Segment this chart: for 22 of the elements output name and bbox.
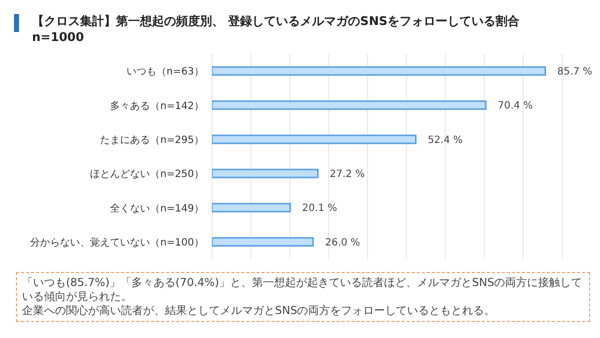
y-tick-label: たまにある（n=295） (100, 134, 204, 146)
y-tick-label: 分からない、覚えていない（n=100） (30, 236, 204, 248)
bar (212, 134, 417, 144)
bar (212, 168, 319, 178)
y-tick-label: いつも（n=63） (126, 66, 204, 78)
bar (212, 66, 546, 76)
data-label: 26.0 % (325, 237, 360, 248)
bar (212, 202, 291, 212)
data-label: 52.4 % (428, 134, 463, 146)
text: 企業への関心が高い読者が、結果としてメルマガとSNSの両方をフォローしているともとれる。 (22, 304, 496, 318)
data-label: 20.1 % (302, 203, 338, 214)
y-tick-label: ほとんどない（n=250） (90, 169, 204, 180)
data-label: 70.4 % (498, 100, 533, 112)
data-label: 85.7 % (557, 66, 592, 78)
text: 「いつも(85.7%)」「多々ある(70.4%)」と、第一想起が起きている読者ほど、メルマガとSNSの両方に接触している傾向が見られた。 (22, 276, 584, 304)
chart-title: 【クロス集計】第一想起の頻度別、 登録しているメルマガのSNSをフォローしている割合 (32, 13, 520, 30)
data-label: 27.2 % (330, 168, 365, 180)
y-tick-label: 多々ある（n=142） (110, 100, 204, 112)
y-tick-label: 全くない（n=149） (110, 202, 204, 214)
bar (212, 100, 487, 110)
text: n=1000 (32, 30, 84, 44)
bar (212, 237, 314, 247)
